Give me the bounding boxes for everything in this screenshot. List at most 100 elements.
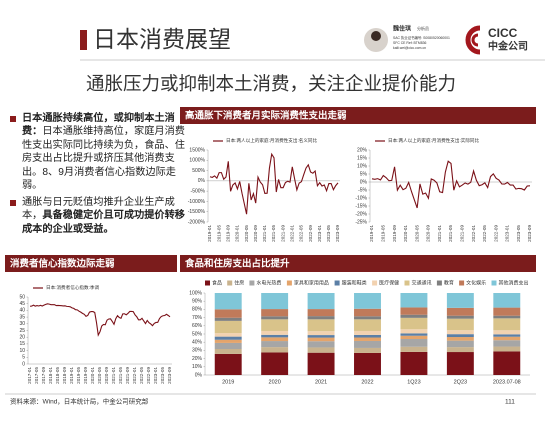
bar-segment [493,340,521,347]
legend-swatch [372,280,378,286]
x-tick-label: 2019-05 [381,225,386,242]
y-tick-label: 1500% [189,147,205,153]
panel-header [180,255,536,272]
x-tick-label: 2023-09 [527,225,532,242]
bar-segment [493,336,521,341]
legend-label: 日本:两人以上的家庭:月消费性支出:名义同比 [226,137,318,144]
bar-segment [493,307,521,316]
bar-segment [354,319,381,331]
bar-segment [307,335,335,338]
bar-segment [307,341,335,348]
bar-segment [400,293,428,308]
bar-segment [354,337,381,341]
bar-segment [307,347,335,353]
x-tick-label: 2022-09 [308,225,313,242]
logo-cn: 中金公司 [488,40,528,53]
x-tick-label: 2019-01 [69,367,74,384]
y-tick-label: 45 [19,301,25,307]
y-tick-label: 20 [19,335,25,341]
x-tick-label: 1Q23 [407,379,420,385]
bar-segment [307,337,335,342]
x-tick-label: 2023-09 [335,225,340,242]
legend-label: 住房 [234,279,244,286]
bar-segment [307,309,335,317]
legend-label: 日本:消费者信心指数:季调 [46,284,99,291]
analyst-info: SAC 执业证书编号: S0080520060001 [393,35,450,40]
bar-segment [400,335,428,340]
x-tick-label: 2019-05 [76,367,81,384]
bar-segment [446,347,474,353]
y-tick-label: 50% [192,331,203,337]
y-tick-label: 15% [357,155,368,161]
legend-label: 其他消费支出 [499,279,529,286]
bar-segment [214,353,242,375]
y-tick-label: 80% [192,307,203,313]
bar-segment [261,341,289,348]
bar-segment [446,293,474,308]
bar-segment [446,334,474,338]
x-tick-label: 2023-01 [153,367,158,384]
x-tick-label: 2022-05 [139,367,144,384]
bar-segment [214,317,242,321]
bar-segment [307,293,335,310]
x-tick-label: 2023-01 [317,225,322,242]
x-tick-label: 2018-09 [62,367,67,384]
bar-segment [493,334,521,337]
y-tick-label: 15 [19,341,25,347]
y-tick-label: 35 [19,314,25,320]
x-tick-label: 2019-09 [83,367,88,384]
analyst-name: 魏佳琪 [392,25,411,33]
y-tick-label: 1000% [189,158,205,164]
bar-segment [261,309,289,317]
bar-segment [354,334,381,338]
y-tick-label: 100% [189,290,202,296]
x-tick-label: 2021-05 [448,225,453,242]
y-tick-label: 10% [357,163,368,169]
x-tick-label: 2022-01 [132,367,137,384]
bar-segment [400,333,428,336]
legend-label: 日本:两人以上的家庭:月消费性支出:实际同比 [388,137,480,144]
x-tick-label: 2020-09 [426,225,431,242]
bar-segment [354,352,381,375]
bar-segment [214,333,242,337]
panel-title: 消费者信心指数边际走弱 [10,258,115,270]
x-tick-label: 2022-09 [146,367,151,384]
bar-segment [400,307,428,315]
x-tick-label: 2Q23 [454,379,467,385]
x-tick-label: 2017-05 [34,367,39,384]
logo-ring [465,25,481,55]
bar-segment [307,352,335,375]
legend-label: 医疗保健 [379,279,399,286]
bar-segment [493,315,521,319]
legend-swatch [491,280,497,286]
slide-subtitle: 通胀压力或抑制本土消费，关注企业提价能力 [86,73,456,94]
legend-label: 教育 [444,279,454,286]
legend-swatch [286,280,292,286]
bar-segment [400,314,428,318]
bar-segment [493,318,521,331]
x-tick-label: 2019-01 [207,225,212,242]
legend-swatch [205,280,210,286]
bar-segment [261,347,289,353]
panel-header [180,107,536,124]
x-tick-label: 2020-09 [253,225,258,242]
x-tick-label: 2019-05 [216,225,221,242]
x-tick-label: 2017-01 [27,367,32,384]
data-line [29,303,171,337]
bar-segment [307,316,335,320]
slide-title: 日本消费展望 [93,26,231,52]
analyst-info: kaili.wei@cicc.com.cn [393,46,426,50]
y-tick-label: -1000% [188,199,206,205]
x-tick-label: 2022-09 [493,225,498,242]
y-tick-label: 0% [360,179,368,185]
y-tick-label: 5% [360,171,368,177]
x-tick-label: 2023-05 [516,225,521,242]
bar-segment [446,352,474,375]
data-line [209,152,339,215]
bar-segment [214,320,242,334]
analyst-role: 分析员 [417,25,429,31]
legend-label: 水电光热费 [256,279,281,286]
y-tick-label: 30 [19,321,25,327]
y-tick-label: -2000% [188,219,206,225]
